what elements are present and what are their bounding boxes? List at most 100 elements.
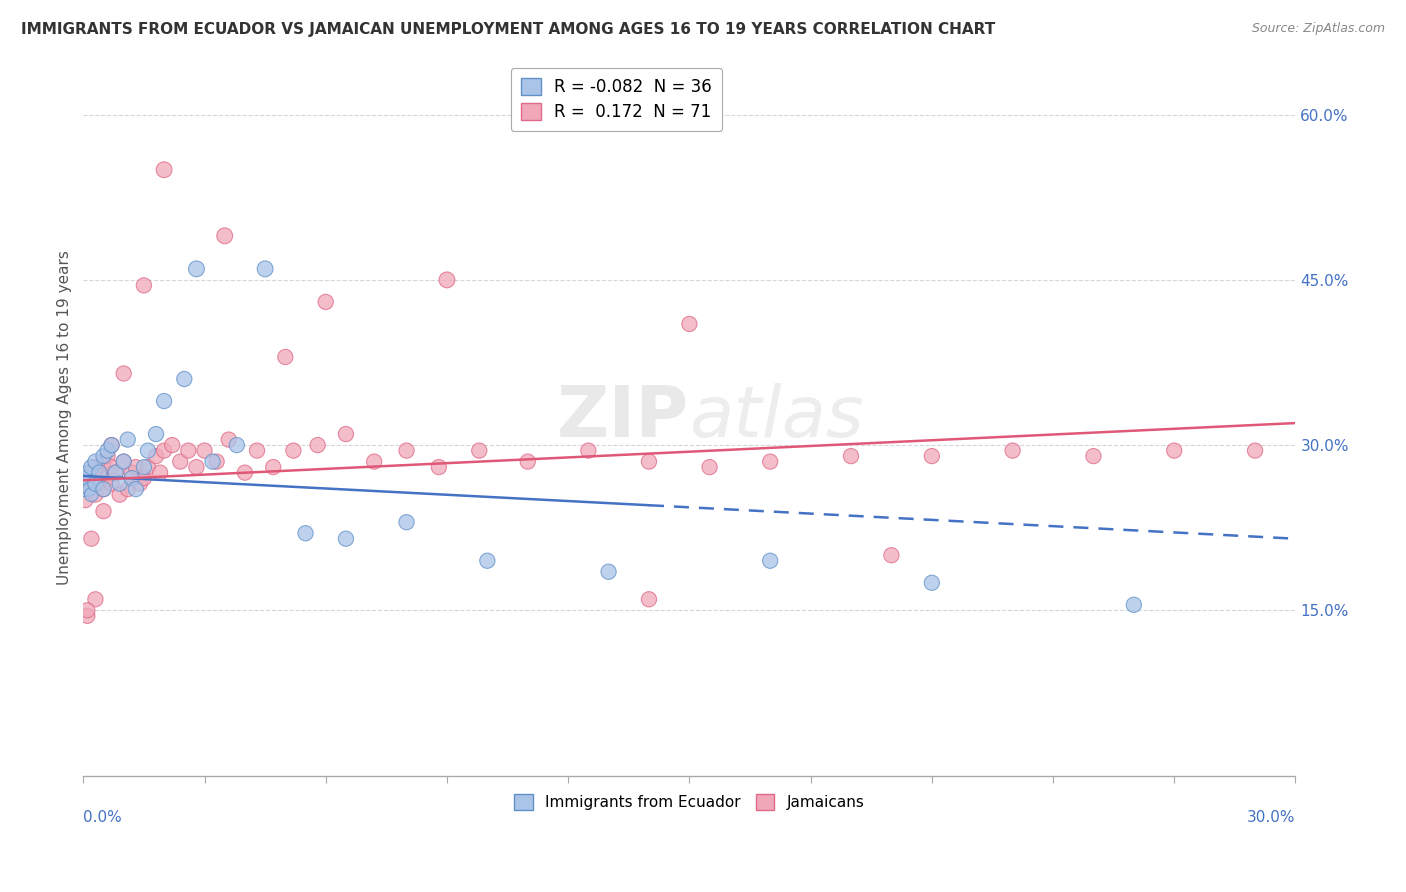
- Point: [125, 482, 148, 496]
- Point: [160, 438, 183, 452]
- Point: [233, 466, 256, 480]
- Point: [121, 471, 143, 485]
- Point: [205, 455, 228, 469]
- Point: [84, 476, 107, 491]
- Point: [112, 455, 135, 469]
- Point: [121, 466, 143, 480]
- Text: atlas: atlas: [689, 383, 865, 452]
- Point: [395, 443, 418, 458]
- Point: [201, 455, 224, 469]
- Point: [132, 471, 155, 485]
- Point: [89, 466, 111, 480]
- Point: [104, 466, 127, 480]
- Point: [93, 455, 115, 469]
- Point: [76, 471, 98, 485]
- Point: [100, 476, 122, 491]
- Point: [84, 460, 107, 475]
- Point: [132, 460, 155, 475]
- Point: [363, 455, 385, 469]
- Point: [84, 455, 107, 469]
- Point: [759, 455, 782, 469]
- Point: [395, 515, 418, 529]
- Point: [294, 526, 316, 541]
- Point: [104, 466, 127, 480]
- Point: [173, 372, 195, 386]
- Point: [169, 455, 191, 469]
- Point: [246, 443, 269, 458]
- Point: [93, 482, 115, 496]
- Point: [100, 438, 122, 452]
- Point: [80, 482, 103, 496]
- Point: [262, 460, 284, 475]
- Point: [89, 476, 111, 491]
- Point: [93, 449, 115, 463]
- Point: [468, 443, 491, 458]
- Point: [149, 466, 172, 480]
- Point: [598, 565, 620, 579]
- Point: [76, 603, 98, 617]
- Point: [75, 493, 97, 508]
- Point: [117, 482, 139, 496]
- Point: [307, 438, 329, 452]
- Point: [436, 273, 458, 287]
- Point: [100, 460, 122, 475]
- Point: [225, 438, 247, 452]
- Point: [283, 443, 305, 458]
- Text: 30.0%: 30.0%: [1247, 810, 1295, 825]
- Point: [112, 367, 135, 381]
- Point: [132, 278, 155, 293]
- Point: [80, 532, 103, 546]
- Point: [516, 455, 538, 469]
- Text: Source: ZipAtlas.com: Source: ZipAtlas.com: [1251, 22, 1385, 36]
- Point: [96, 443, 118, 458]
- Point: [93, 482, 115, 496]
- Point: [117, 433, 139, 447]
- Point: [839, 449, 862, 463]
- Point: [1001, 443, 1024, 458]
- Point: [84, 592, 107, 607]
- Point: [79, 482, 101, 496]
- Point: [75, 476, 97, 491]
- Point: [125, 460, 148, 475]
- Point: [136, 460, 159, 475]
- Point: [1083, 449, 1105, 463]
- Point: [921, 449, 943, 463]
- Point: [427, 460, 450, 475]
- Point: [80, 466, 103, 480]
- Point: [699, 460, 721, 475]
- Point: [153, 443, 176, 458]
- Point: [100, 438, 122, 452]
- Point: [153, 394, 176, 409]
- Point: [880, 548, 903, 562]
- Point: [477, 554, 499, 568]
- Point: [193, 443, 215, 458]
- Point: [108, 488, 131, 502]
- Point: [76, 466, 98, 480]
- Point: [93, 504, 115, 518]
- Y-axis label: Unemployment Among Ages 16 to 19 years: Unemployment Among Ages 16 to 19 years: [58, 250, 72, 585]
- Point: [335, 532, 357, 546]
- Point: [136, 443, 159, 458]
- Point: [76, 471, 98, 485]
- Point: [254, 261, 277, 276]
- Text: 0.0%: 0.0%: [83, 810, 122, 825]
- Point: [145, 449, 167, 463]
- Point: [186, 460, 208, 475]
- Point: [1122, 598, 1144, 612]
- Point: [1244, 443, 1267, 458]
- Point: [335, 427, 357, 442]
- Point: [214, 228, 236, 243]
- Point: [76, 608, 98, 623]
- Point: [84, 488, 107, 502]
- Point: [80, 460, 103, 475]
- Point: [145, 427, 167, 442]
- Point: [759, 554, 782, 568]
- Point: [921, 575, 943, 590]
- Point: [96, 449, 118, 463]
- Point: [1163, 443, 1185, 458]
- Point: [576, 443, 599, 458]
- Point: [108, 476, 131, 491]
- Point: [638, 455, 661, 469]
- Point: [186, 261, 208, 276]
- Point: [80, 488, 103, 502]
